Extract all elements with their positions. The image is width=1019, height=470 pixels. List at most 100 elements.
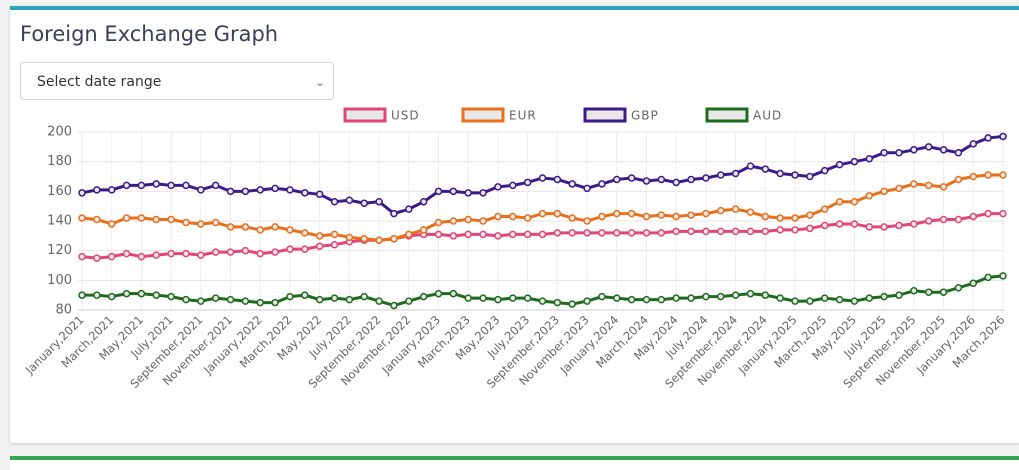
data-point [464, 230, 472, 239]
data-point [167, 181, 175, 190]
data-point [345, 196, 354, 204]
data-point [657, 175, 666, 184]
data-point [405, 205, 413, 213]
data-point [598, 229, 606, 237]
data-point [390, 235, 398, 243]
data-point [806, 211, 814, 219]
data-point [286, 245, 294, 253]
data-point [895, 221, 903, 230]
data-point [627, 295, 636, 304]
data-point [583, 184, 591, 193]
data-point [806, 224, 814, 233]
legend-label: USD [391, 109, 420, 123]
data-point [538, 174, 547, 182]
data-point [509, 212, 517, 221]
data-point [761, 212, 770, 221]
data-point [850, 297, 859, 305]
data-point [197, 186, 205, 194]
data-point [731, 205, 740, 213]
data-point [523, 230, 532, 239]
data-point [746, 162, 755, 170]
data-point [241, 223, 250, 231]
y-tick-label: 120 [47, 243, 72, 258]
data-point [642, 177, 651, 185]
data-point [375, 197, 383, 206]
data-point [211, 181, 220, 190]
data-point [449, 289, 458, 298]
data-point [315, 295, 324, 304]
data-point [107, 252, 116, 261]
data-point [776, 294, 784, 302]
data-point [78, 189, 86, 197]
data-point [880, 187, 888, 196]
data-point [731, 227, 740, 236]
data-point [657, 211, 666, 219]
data-point [746, 208, 755, 216]
legend-label: GBP [631, 109, 659, 123]
data-point [687, 227, 695, 236]
data-point [672, 294, 680, 302]
data-point [256, 298, 265, 307]
data-point [523, 214, 532, 222]
y-tick-label: 80 [55, 303, 72, 318]
data-point [330, 240, 339, 249]
data-point [969, 172, 978, 181]
data-point [702, 227, 710, 236]
data-point [479, 189, 487, 197]
legend-swatch [343, 107, 387, 123]
data-point [687, 211, 695, 219]
data-point [78, 214, 86, 222]
data-point [182, 295, 190, 304]
data-point [820, 221, 829, 230]
data-point [999, 132, 1007, 141]
data-point [375, 297, 383, 305]
data-point [702, 174, 710, 182]
data-point [910, 220, 918, 228]
data-point [107, 220, 116, 228]
data-point [954, 284, 963, 292]
data-point [924, 143, 933, 151]
data-point [717, 206, 725, 215]
data-point [167, 292, 175, 301]
data-point [464, 215, 472, 224]
y-tick-label: 180 [47, 154, 72, 169]
data-point [642, 295, 651, 304]
data-point [969, 279, 978, 288]
data-point [657, 229, 666, 237]
data-point [419, 292, 428, 301]
data-point [107, 292, 116, 301]
data-point [330, 230, 339, 239]
data-point [969, 212, 978, 221]
data-point [271, 298, 279, 307]
page-title: Foreign Exchange Graph [20, 22, 279, 46]
data-point [954, 175, 963, 184]
data-point [197, 251, 205, 259]
data-point [613, 229, 621, 237]
data-point [197, 220, 205, 228]
data-point [137, 289, 146, 298]
data-point [271, 248, 279, 256]
data-point [835, 220, 844, 228]
data-point [776, 226, 784, 234]
data-point [702, 209, 710, 218]
data-point [835, 295, 844, 304]
data-point [464, 189, 472, 197]
data-point [672, 212, 680, 221]
data-point [924, 288, 933, 296]
data-point [211, 294, 220, 302]
data-point [226, 223, 235, 231]
data-point [78, 252, 86, 261]
data-point [791, 226, 799, 234]
data-point [360, 235, 368, 243]
data-point [613, 175, 621, 184]
data-point [583, 217, 591, 225]
data-point [761, 291, 770, 299]
data-point [776, 214, 784, 222]
date-range-select[interactable]: Select date range ⌄ [20, 62, 334, 100]
data-point [93, 215, 101, 224]
data-point [122, 289, 131, 298]
data-point [360, 292, 368, 301]
data-point [761, 227, 770, 236]
data-point [286, 292, 294, 301]
data-point [895, 291, 903, 299]
